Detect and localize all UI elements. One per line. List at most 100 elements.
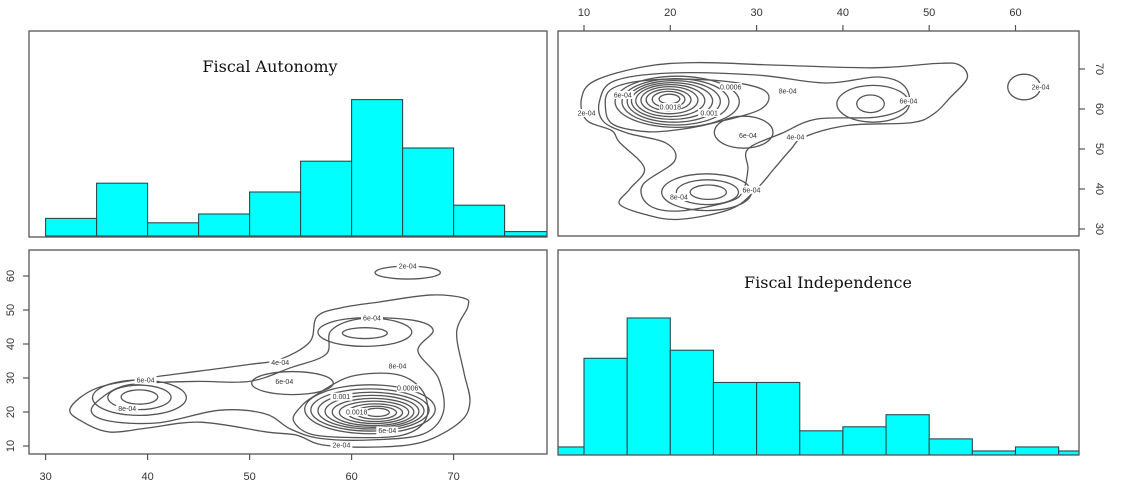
- contour-label-background: [736, 131, 759, 140]
- histogram-title: Fiscal Independence: [744, 273, 912, 292]
- histogram-bar: [1014, 446, 1060, 455]
- x-tick-label: 30: [750, 7, 762, 19]
- panel-frame: [557, 30, 1080, 237]
- y-tick-label: 30: [1093, 223, 1105, 235]
- contour-label: 6e-04: [378, 428, 396, 435]
- histogram-bar: [885, 414, 930, 455]
- contour-label: 0.0006: [397, 386, 419, 393]
- panel-frame: [28, 30, 548, 238]
- density-contour-line: [374, 265, 441, 280]
- density-contour-line: [836, 84, 911, 123]
- density-contour-line: [324, 394, 420, 428]
- contour-label: 4e-04: [786, 135, 804, 142]
- contour-label: 4e-04: [271, 360, 289, 367]
- y-tick-label: 50: [1093, 143, 1105, 155]
- contour-label: 6e-04: [742, 187, 760, 194]
- histogram-bar: [928, 438, 973, 455]
- density-contour-line: [713, 115, 774, 149]
- y-tick-label: 50: [5, 304, 17, 316]
- histogram-bar: [453, 204, 506, 237]
- density-contour-line: [69, 294, 471, 448]
- contour-label: 8e-04: [779, 89, 797, 96]
- density-contour-line: [856, 94, 885, 114]
- contour-label: 0.0018: [660, 105, 682, 112]
- x-tick-label: 60: [1009, 7, 1021, 19]
- y-tick-label: 10: [5, 440, 17, 452]
- density-contour-line: [317, 391, 425, 430]
- contour-label-background: [698, 109, 721, 117]
- density-contour-line: [1007, 73, 1042, 101]
- contour-label: 6e-04: [900, 99, 918, 106]
- density-contour-line: [597, 72, 911, 212]
- contour-label-background: [1029, 83, 1052, 91]
- density-contour-line: [658, 93, 681, 105]
- contour-label: 0.0018: [346, 410, 368, 417]
- histogram-bar: [799, 430, 844, 455]
- density-contour-line: [331, 397, 415, 427]
- panel-fiscal-independence-histogram: Fiscal Independence: [557, 249, 1080, 456]
- histogram-bar: [504, 231, 547, 237]
- contour-label: 2e-04: [399, 264, 417, 271]
- contour-label-background: [396, 384, 419, 393]
- contour-label-background: [330, 440, 353, 449]
- contour-label-background: [269, 358, 292, 367]
- histogram-bar: [842, 426, 887, 455]
- contour-label: 2e-04: [332, 442, 350, 449]
- contour-label-background: [667, 193, 690, 201]
- density-contour-line: [107, 384, 172, 411]
- histogram-title: Fiscal Autonomy: [202, 57, 337, 76]
- y-tick-label: 70: [1093, 63, 1105, 75]
- contour-label-background: [386, 361, 409, 370]
- panel-contour-bottom-left: 2e-04 6e-04 4e-04 8e-04 6e-04 8e-04 6e-04 0.001…: [5, 249, 548, 483]
- contour-label-background: [345, 408, 368, 416]
- histogram-bar: [712, 381, 758, 455]
- contour-label-background: [376, 426, 399, 435]
- contour-label: 2e-04: [1032, 85, 1050, 92]
- contour-label-background: [659, 103, 682, 111]
- panel-fiscal-autonomy-histogram: Fiscal Autonomy: [28, 30, 548, 238]
- contour-label: 6e-04: [739, 133, 757, 140]
- contour-label: 6e-04: [363, 316, 381, 323]
- density-contour-line: [364, 407, 390, 418]
- histogram-bar: [669, 349, 714, 455]
- contour-label: 6e-04: [614, 93, 632, 100]
- histogram-bar: [1058, 450, 1079, 455]
- density-contour-line: [120, 389, 159, 405]
- density-contour-line: [250, 370, 334, 396]
- x-tick-label: 60: [345, 471, 357, 483]
- contour-label: 0.001: [700, 111, 718, 118]
- contour-label-background: [719, 83, 742, 91]
- contour-label-background: [361, 314, 383, 323]
- contour-label-background: [776, 87, 799, 95]
- density-contour-line: [317, 317, 413, 348]
- y-tick-label: 60: [1093, 103, 1105, 115]
- contour-label-background: [611, 91, 634, 99]
- contour-label: 8e-04: [118, 406, 136, 413]
- x-tick-label: 50: [923, 7, 935, 19]
- histogram-bar: [249, 191, 302, 237]
- histogram-bar: [147, 222, 200, 237]
- y-tick-label: 20: [5, 406, 17, 418]
- x-tick-label: 70: [447, 471, 459, 483]
- density-contour-line: [341, 327, 388, 340]
- y-tick-label: 60: [5, 270, 17, 282]
- histogram-bar: [45, 217, 98, 237]
- x-tick-label: 40: [141, 471, 153, 483]
- y-tick-label: 30: [5, 372, 17, 384]
- contour-label-background: [134, 376, 157, 385]
- contour-label: 6e-04: [275, 379, 293, 386]
- density-contour-line: [292, 372, 429, 439]
- density-contour-line: [635, 83, 706, 118]
- histogram-bar: [402, 147, 455, 237]
- density-contour-line: [580, 61, 969, 221]
- contour-label-background: [740, 185, 763, 194]
- contour-label: 2e-04: [578, 111, 596, 118]
- density-contour-line: [630, 81, 714, 121]
- density-contour-line: [675, 179, 740, 206]
- histogram-bar: [626, 317, 671, 455]
- y-tick-label: 40: [5, 338, 17, 350]
- panel-contour-top-right: 2e-04 6e-04 4e-04 8e-04 6e-04 8e-04 6e-04 0.001…: [557, 7, 1105, 237]
- contour-label: 8e-04: [670, 195, 688, 202]
- x-tick-label: 10: [578, 7, 590, 19]
